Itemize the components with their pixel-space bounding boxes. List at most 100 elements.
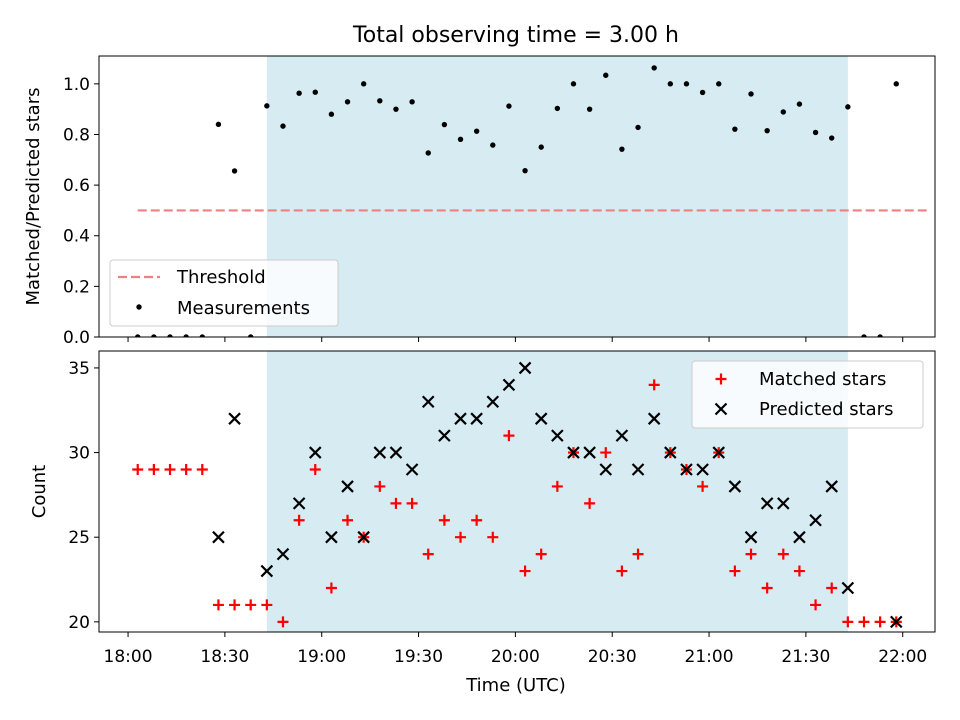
y-tick-label: 0.4 bbox=[63, 227, 90, 247]
measurement-point bbox=[296, 90, 302, 96]
predicted-star-point bbox=[341, 480, 354, 493]
predicted-star-point bbox=[518, 361, 532, 375]
measurement-point bbox=[425, 150, 431, 156]
measurement-point bbox=[215, 121, 222, 128]
matched-star-point bbox=[745, 548, 757, 560]
x-tick-label: 20:00 bbox=[491, 647, 540, 667]
measurement-point bbox=[231, 168, 238, 174]
predicted-star-point bbox=[502, 378, 516, 392]
measurement-point bbox=[199, 334, 205, 337]
plot-area bbox=[132, 361, 903, 629]
matched-star-point bbox=[503, 430, 515, 442]
measurement-point bbox=[861, 334, 867, 337]
predicted-star-point bbox=[534, 412, 548, 425]
y-tick-label: 1.0 bbox=[63, 75, 90, 95]
predicted-star-point bbox=[389, 446, 403, 459]
predicted-star-point bbox=[777, 497, 790, 510]
x-tick-label: 22:00 bbox=[878, 647, 927, 667]
measurement-point bbox=[538, 144, 544, 150]
legend-matched-label: Matched stars bbox=[759, 369, 886, 390]
measurement-point bbox=[377, 98, 383, 104]
matched-star-point bbox=[519, 565, 531, 577]
measurement-point bbox=[441, 121, 448, 128]
matched-star-point bbox=[874, 616, 886, 628]
legend-matched-swatch bbox=[715, 373, 727, 385]
measurement-point bbox=[877, 334, 883, 337]
matched-star-point bbox=[697, 480, 709, 492]
measurement-point bbox=[764, 127, 770, 134]
matched-star-point bbox=[132, 463, 144, 475]
matched-star-point bbox=[471, 514, 483, 526]
legend-threshold-label: Threshold bbox=[176, 267, 266, 288]
measurement-point bbox=[409, 99, 415, 105]
predicted-star-point bbox=[583, 446, 596, 459]
predicted-star-point bbox=[276, 547, 290, 561]
predicted-star-point bbox=[680, 463, 693, 476]
matched-star-point bbox=[551, 480, 563, 492]
predicted-star-point bbox=[793, 530, 806, 544]
matched-star-point bbox=[148, 463, 160, 475]
y-tick-label: 0.2 bbox=[63, 277, 90, 297]
matched-star-point bbox=[245, 599, 257, 611]
measurement-point bbox=[522, 167, 528, 174]
matched-star-point bbox=[164, 463, 176, 475]
plot-area bbox=[135, 65, 929, 337]
predicted-star-point bbox=[454, 412, 467, 425]
legend-predicted-swatch bbox=[714, 402, 728, 416]
predicted-star-point bbox=[760, 497, 774, 510]
predicted-star-point bbox=[599, 463, 613, 476]
predicted-star-point bbox=[728, 480, 742, 493]
y-tick-label: 0.6 bbox=[63, 176, 90, 196]
measurement-point bbox=[683, 81, 690, 87]
predicted-star-point bbox=[486, 395, 500, 409]
matched-star-point bbox=[309, 463, 321, 475]
y-axis-label: Matched/Predicted stars bbox=[23, 88, 44, 306]
predicted-star-point bbox=[228, 412, 241, 425]
measurement-point bbox=[360, 81, 367, 87]
matched-star-point bbox=[826, 582, 838, 594]
predicted-star-point bbox=[809, 513, 822, 527]
measurement-point bbox=[393, 106, 399, 112]
measurement-point bbox=[135, 334, 141, 337]
measurement-point bbox=[829, 135, 835, 141]
predicted-star-point bbox=[825, 480, 838, 493]
legend-measurements-swatch bbox=[136, 304, 142, 310]
measurement-point bbox=[570, 81, 577, 87]
y-tick-label: 25 bbox=[68, 528, 90, 548]
matched-star-point bbox=[584, 497, 596, 509]
measurement-point bbox=[812, 129, 819, 136]
measurement-point bbox=[748, 91, 754, 97]
axes-frame bbox=[98, 350, 936, 633]
y-tick-label: 35 bbox=[68, 359, 90, 379]
matched-star-point bbox=[777, 548, 789, 560]
predicted-star-point bbox=[325, 530, 338, 544]
predicted-star-point bbox=[744, 530, 758, 544]
matched-star-point bbox=[487, 531, 499, 543]
measurement-point bbox=[699, 89, 706, 96]
measurement-point bbox=[248, 334, 254, 337]
matched-star-point bbox=[600, 447, 612, 459]
predicted-star-point bbox=[373, 446, 387, 459]
matched-star-point bbox=[325, 582, 337, 594]
predicted-star-point bbox=[438, 429, 451, 442]
x-tick-label: 21:30 bbox=[781, 647, 830, 667]
matched-star-point bbox=[632, 548, 644, 560]
matched-star-point bbox=[374, 480, 386, 492]
predicted-star-point bbox=[357, 530, 370, 544]
matched-star-point bbox=[422, 548, 434, 560]
y-tick-label: 0.0 bbox=[63, 328, 90, 348]
matched-star-point bbox=[616, 565, 628, 577]
matched-star-point bbox=[277, 616, 289, 628]
matched-star-point bbox=[455, 531, 467, 543]
measurement-point bbox=[554, 105, 561, 112]
x-axis-label: Time (UTC) bbox=[465, 675, 566, 696]
predicted-star-point bbox=[567, 446, 580, 459]
matched-star-point bbox=[212, 599, 224, 611]
measurement-point bbox=[264, 103, 270, 109]
measurement-point bbox=[780, 109, 786, 115]
x-tick-label: 21:00 bbox=[685, 647, 734, 667]
measurement-point bbox=[603, 72, 609, 78]
bottom-panel: 20 25 30 35 18:00 18:30 19:00 19:30 20:00 20:30 21… bbox=[29, 350, 936, 667]
predicted-star-point bbox=[470, 412, 483, 425]
measurement-point bbox=[457, 136, 464, 142]
